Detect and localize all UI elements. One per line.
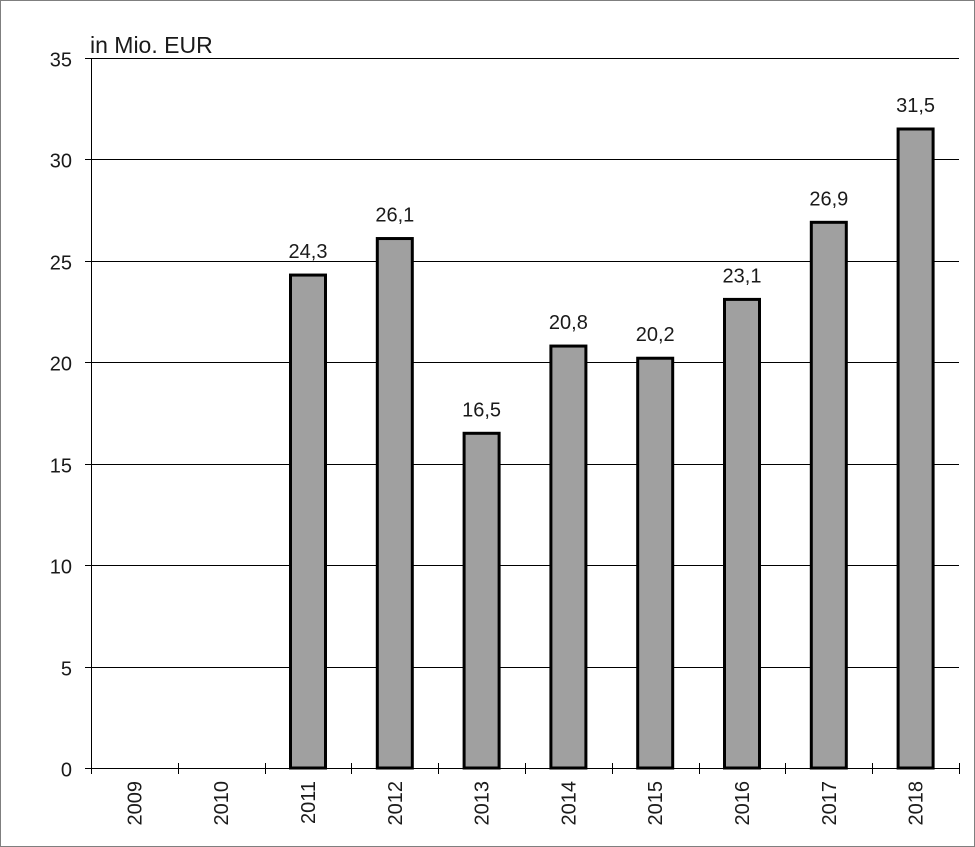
x-tick-label: 2009 bbox=[124, 781, 146, 826]
bar-2012 bbox=[375, 237, 414, 770]
x-tick-label: 2016 bbox=[732, 781, 754, 826]
y-unit-label: in Mio. EUR bbox=[90, 32, 213, 58]
data-label: 23,1 bbox=[723, 265, 762, 287]
data-label: 24,3 bbox=[289, 241, 328, 263]
bar-2018 bbox=[896, 127, 935, 770]
data-label: 26,1 bbox=[375, 205, 414, 227]
y-tick-label: 30 bbox=[50, 151, 72, 173]
y-tick-label: 35 bbox=[50, 50, 72, 72]
x-tick-label: 2010 bbox=[211, 781, 233, 826]
x-tick-label: 2018 bbox=[906, 781, 928, 826]
y-tick-label: 5 bbox=[61, 659, 72, 681]
x-tick-label: 2014 bbox=[558, 781, 580, 826]
data-label: 20,8 bbox=[549, 312, 588, 334]
data-label: 31,5 bbox=[896, 95, 935, 117]
y-tick-label: 20 bbox=[50, 354, 72, 376]
data-label: 20,2 bbox=[636, 324, 675, 346]
labels: 0 5 10 15 20 25 30 35 24,3 26,1 16,5 20,8 20,2 23,1 26… bbox=[50, 50, 935, 826]
x-tick-label: 2015 bbox=[645, 781, 667, 826]
y-tick-label: 10 bbox=[50, 557, 72, 579]
data-label: 26,9 bbox=[809, 188, 848, 210]
data-label: 16,5 bbox=[462, 399, 501, 421]
y-tick-label: 15 bbox=[50, 456, 72, 478]
x-tick-label: 2017 bbox=[819, 781, 841, 826]
bar-2017 bbox=[809, 220, 848, 770]
y-tick-label: 0 bbox=[61, 760, 72, 782]
bar-2014 bbox=[549, 344, 588, 770]
x-tick-label: 2011 bbox=[298, 781, 320, 824]
bar-2015 bbox=[636, 356, 675, 770]
bar-2016 bbox=[723, 297, 761, 770]
x-tick-label: 2012 bbox=[385, 781, 407, 826]
axes bbox=[85, 58, 960, 774]
bar-2011 bbox=[289, 273, 327, 770]
bars bbox=[289, 127, 935, 770]
bar-2013 bbox=[462, 431, 501, 770]
x-tick-label: 2013 bbox=[472, 781, 494, 826]
y-tick-label: 25 bbox=[50, 253, 72, 275]
